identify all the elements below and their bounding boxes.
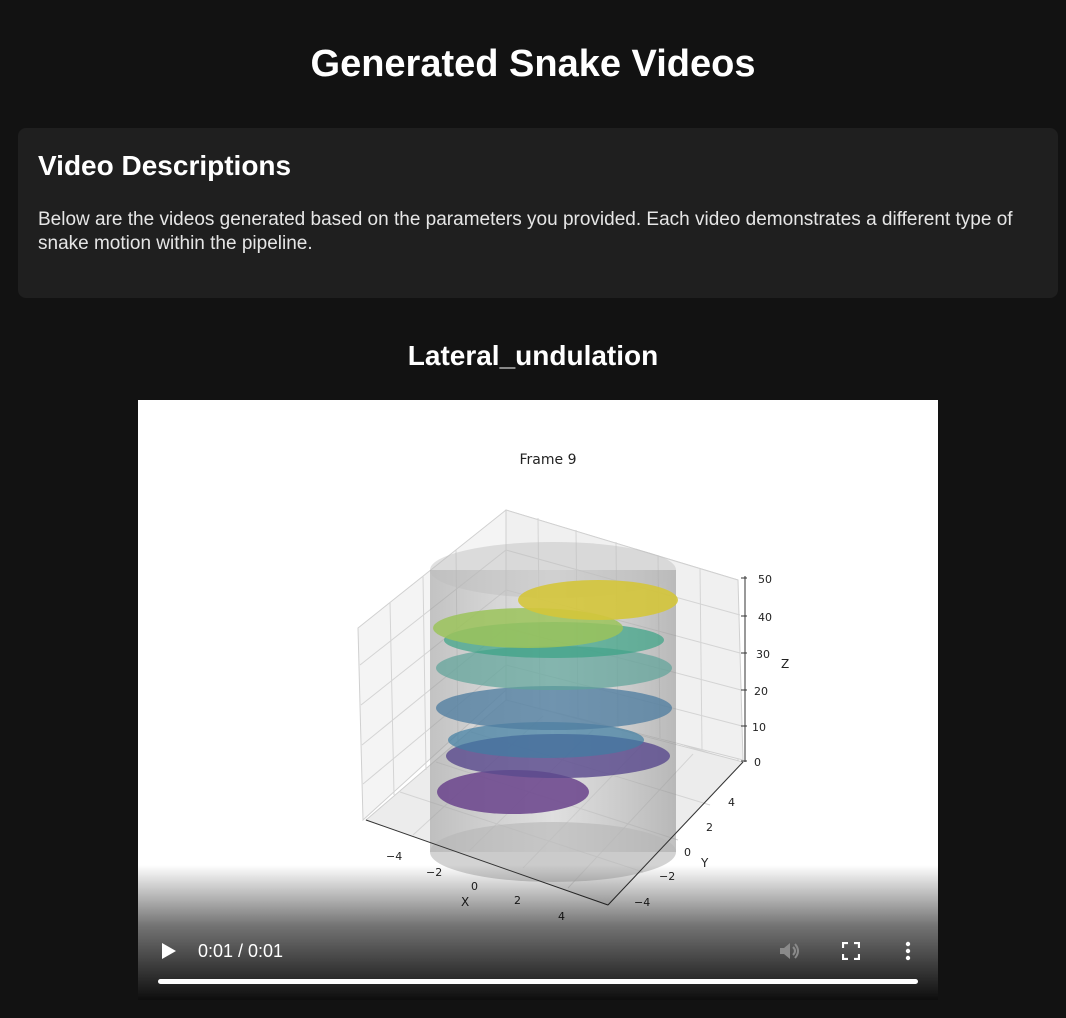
mute-button[interactable] [776, 937, 804, 965]
fullscreen-button[interactable] [837, 937, 865, 965]
y-tick-4: 4 [728, 796, 735, 809]
fullscreen-icon [842, 942, 860, 960]
y-tick-0: 0 [684, 846, 691, 859]
z-tick-20: 20 [754, 685, 768, 698]
controls-overlay [138, 865, 938, 1000]
play-button[interactable] [156, 938, 182, 964]
z-tick-0: 0 [754, 756, 761, 769]
time-display: 0:01 / 0:01 [198, 941, 284, 961]
z-tick-30: 30 [756, 648, 770, 661]
snake-helix [433, 580, 678, 814]
z-axis [741, 576, 747, 762]
video-descriptions-card: Video Descriptions Below are the videos … [18, 128, 1058, 298]
z-tick-50: 50 [758, 573, 772, 586]
progress-bar[interactable] [158, 979, 918, 984]
video-player[interactable]: Frame 9 [138, 400, 938, 1000]
descriptions-heading: Video Descriptions [38, 150, 292, 181]
more-options-button[interactable] [898, 937, 918, 965]
z-tick-40: 40 [758, 611, 772, 624]
more-vertical-icon [905, 941, 911, 961]
frame-title: Frame 9 [520, 452, 577, 468]
descriptions-text: Below are the videos generated based on … [38, 209, 1013, 254]
video-controls: 0:01 / 0:01 [138, 910, 938, 1000]
video-title: Lateral_undulation [407, 340, 659, 371]
page-title: Generated Snake Videos [310, 43, 756, 85]
y-axis-label: Y [700, 856, 709, 870]
z-axis-label: Z [781, 657, 789, 671]
x-tick-minus4: −4 [386, 850, 402, 863]
z-tick-10: 10 [752, 721, 766, 734]
play-icon [162, 943, 176, 959]
y-tick-2: 2 [706, 821, 713, 834]
volume-muted-icon [780, 943, 799, 959]
